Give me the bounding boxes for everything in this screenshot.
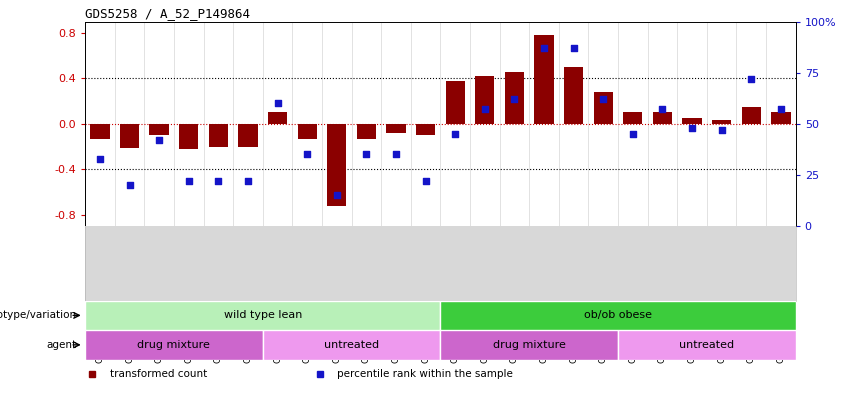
Bar	[475, 76, 494, 124]
Point	[330, 192, 344, 198]
Point	[655, 107, 669, 113]
Text: genotype/variation: genotype/variation	[0, 310, 77, 320]
Bar	[618, 330, 796, 360]
Point	[241, 178, 254, 184]
Text: untreated: untreated	[324, 340, 380, 350]
Text: drug mixture: drug mixture	[493, 340, 566, 350]
Bar	[712, 120, 731, 124]
Text: agent: agent	[46, 340, 77, 350]
Bar	[771, 112, 791, 124]
Text: transformed count: transformed count	[110, 369, 208, 379]
Bar	[208, 124, 228, 147]
Bar	[683, 118, 702, 124]
Bar	[505, 72, 524, 124]
Bar	[534, 35, 554, 124]
Point	[774, 107, 788, 113]
Point	[715, 127, 728, 133]
Bar	[742, 107, 761, 124]
Point	[93, 155, 106, 162]
Bar	[238, 124, 258, 147]
Bar	[416, 124, 435, 135]
Text: percentile rank within the sample: percentile rank within the sample	[337, 369, 513, 379]
Bar	[441, 330, 618, 360]
Bar	[623, 112, 643, 124]
Point	[271, 100, 284, 107]
Text: untreated: untreated	[679, 340, 734, 350]
Bar	[327, 124, 346, 206]
Text: ob/ob obese: ob/ob obese	[584, 310, 652, 320]
Point	[597, 96, 610, 103]
Point	[507, 96, 521, 103]
Point	[685, 125, 699, 131]
Point	[745, 76, 758, 82]
Bar	[298, 124, 317, 139]
Text: GDS5258 / A_52_P149864: GDS5258 / A_52_P149864	[85, 7, 250, 20]
Bar	[85, 330, 263, 360]
Point	[419, 178, 432, 184]
Bar	[120, 124, 139, 148]
Point	[300, 151, 314, 158]
Point	[212, 178, 226, 184]
Bar	[564, 67, 583, 124]
Bar	[594, 92, 613, 124]
Point	[123, 182, 136, 188]
Text: drug mixture: drug mixture	[138, 340, 210, 350]
Bar	[85, 301, 441, 330]
Point	[626, 131, 640, 137]
Bar	[441, 301, 796, 330]
Point	[448, 131, 462, 137]
Bar	[653, 112, 672, 124]
Bar	[90, 124, 110, 139]
Bar	[357, 124, 376, 139]
Bar	[446, 81, 465, 124]
Point	[478, 107, 492, 113]
Text: wild type lean: wild type lean	[224, 310, 302, 320]
Point	[567, 45, 580, 51]
Bar	[268, 112, 287, 124]
Point	[152, 137, 166, 143]
Point	[537, 45, 551, 51]
Point	[360, 151, 374, 158]
Bar	[179, 124, 198, 149]
Bar	[150, 124, 168, 135]
Bar	[386, 124, 406, 133]
Bar	[263, 330, 441, 360]
Point	[389, 151, 403, 158]
Point	[182, 178, 196, 184]
